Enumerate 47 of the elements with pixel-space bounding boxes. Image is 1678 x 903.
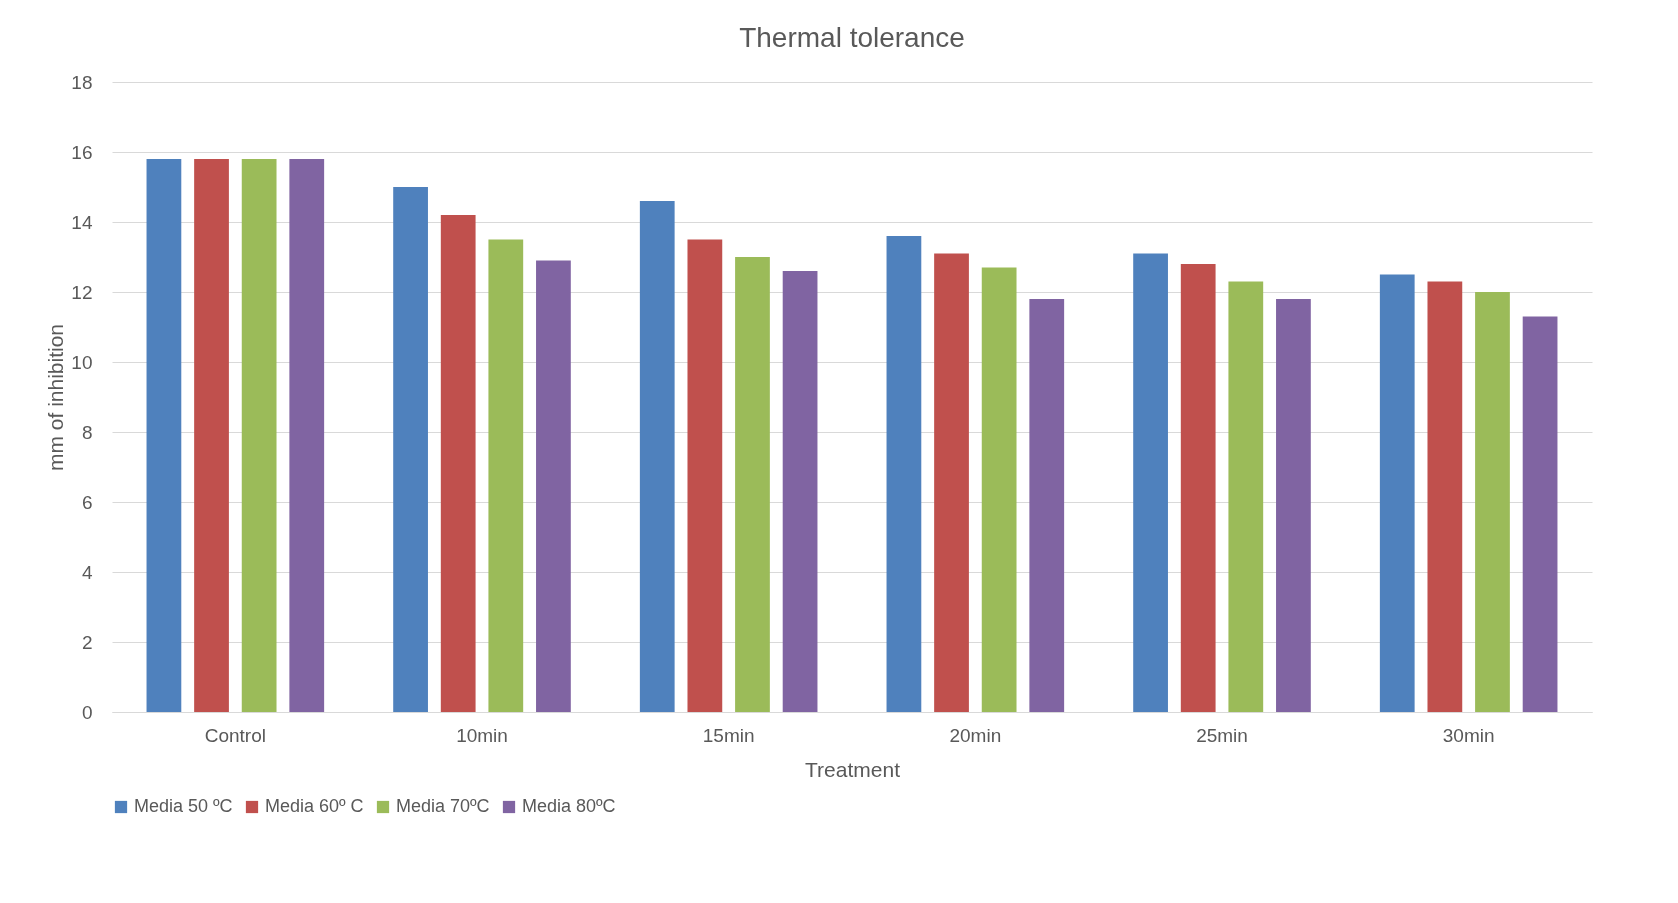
- legend-label: Media 60º C: [265, 796, 364, 816]
- bar: [536, 260, 571, 712]
- bar: [488, 239, 524, 712]
- y-tick-label: 6: [81, 491, 93, 513]
- bar: [1475, 292, 1510, 712]
- bar: [782, 271, 818, 712]
- bar: [440, 215, 476, 712]
- bar: [1029, 299, 1065, 712]
- y-tick-label: 16: [71, 141, 93, 163]
- y-axis-title: mm of inhibition: [44, 323, 68, 472]
- bar: [981, 267, 1017, 712]
- y-tick-label: 2: [81, 631, 93, 653]
- x-tick-label: 20min: [949, 724, 1002, 746]
- bar: [289, 159, 325, 712]
- chart-title: Thermal tolerance: [739, 22, 965, 53]
- bar: [1379, 274, 1415, 712]
- bar: [1427, 281, 1463, 712]
- y-tick-label: 10: [71, 351, 93, 373]
- legend-label: Media 50 ºC: [134, 796, 233, 816]
- bar: [886, 236, 922, 712]
- y-tick-label: 14: [71, 211, 93, 233]
- y-tick-label: 8: [81, 421, 93, 443]
- bar: [393, 187, 428, 712]
- bar: [194, 159, 229, 712]
- y-tick-label: 4: [81, 561, 93, 583]
- bar: [1133, 253, 1168, 712]
- bar: [1522, 316, 1558, 712]
- x-tick-label: 30min: [1442, 724, 1495, 746]
- x-tick-label: 25min: [1196, 724, 1248, 746]
- legend-label: Media 80ºC: [522, 796, 616, 816]
- bar: [241, 159, 277, 712]
- bar: [934, 253, 969, 712]
- legend-label: Media 70ºC: [396, 796, 490, 816]
- y-tick-label: 18: [71, 71, 93, 93]
- bar: [1276, 299, 1311, 712]
- y-tick-label: 0: [81, 701, 93, 723]
- bar: [146, 159, 182, 712]
- bar: [639, 201, 675, 712]
- bar: [1180, 264, 1216, 712]
- x-tick-label: Control: [204, 724, 266, 746]
- x-tick-label: 15min: [702, 724, 755, 746]
- y-tick-label: 12: [71, 281, 93, 303]
- x-axis-title: Treatment: [805, 757, 901, 781]
- bar: [735, 257, 770, 712]
- x-tick-label: 10min: [456, 724, 508, 746]
- bar: [1228, 281, 1264, 712]
- bar: [687, 239, 723, 712]
